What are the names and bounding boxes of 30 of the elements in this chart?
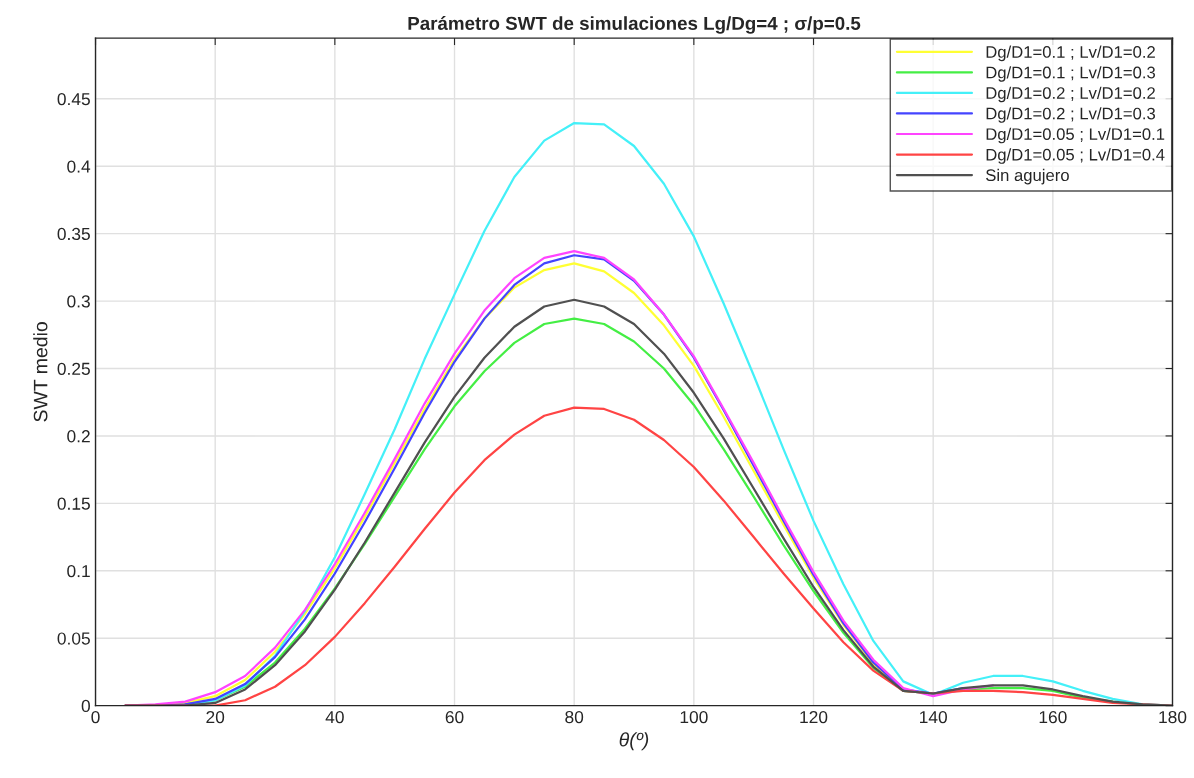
y-tick-label: 0.45	[57, 92, 90, 106]
y-tick-label: 0.1	[67, 564, 90, 578]
y-tick-label: 0.3	[67, 295, 90, 308]
legend-label: Dg/D1=0.2 ; Lv/D1=0.3	[986, 107, 1156, 123]
x-tick-label: 20	[206, 710, 225, 724]
legend-label: Dg/D1=0.05 ; Lv/D1=0.1	[986, 127, 1165, 144]
y-axis-title: SWT medio	[33, 322, 48, 422]
y-tick-label: 0.4	[67, 160, 91, 173]
legend-label: Dg/D1=0.2 ; Lv/D1=0.2	[986, 86, 1155, 103]
legend-label: Dg/D1=0.05 ; Lv/D1=0.4	[986, 148, 1165, 164]
y-tick-label: 0.25	[57, 362, 90, 375]
x-tick-label: 180	[1159, 710, 1187, 724]
legend-label: Dg/D1=0.1 ; Lv/D1=0.2	[986, 45, 1155, 62]
y-tick-label: 0.2	[67, 430, 90, 443]
x-tick-label: 160	[1039, 710, 1067, 724]
x-tick-label: 120	[800, 710, 828, 724]
y-tick-label: 0.15	[57, 497, 90, 510]
x-tick-label: 100	[680, 710, 708, 724]
legend-label: Dg/D1=0.1 ; Lv/D1=0.3	[986, 66, 1156, 82]
y-tick-label: 0.35	[57, 227, 90, 241]
x-tick-label: 140	[920, 710, 947, 724]
x-tick-label: 0	[91, 710, 100, 724]
legend-label: Sin agujero	[986, 168, 1069, 185]
x-tick-label: 40	[325, 710, 344, 724]
y-tick-label: 0	[81, 699, 90, 713]
chart-title: Parámetro SWT de simulaciones Lg/Dg=4 ; σ/p=0.5	[408, 16, 861, 34]
y-tick-label: 0.05	[57, 632, 90, 645]
x-axis-title: θ(º)	[619, 732, 649, 751]
x-tick-label: 80	[565, 710, 584, 724]
x-tick-label: 60	[445, 710, 464, 724]
